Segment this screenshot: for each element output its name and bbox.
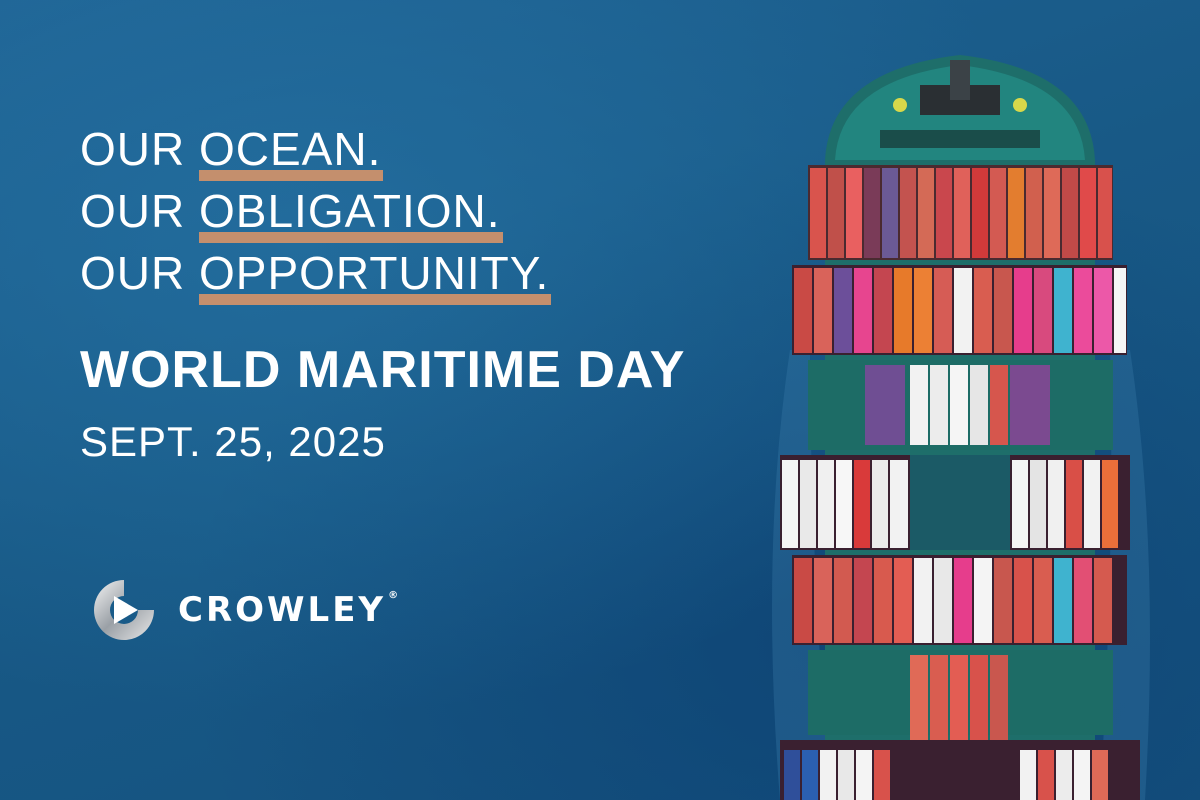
container-ship-icon: [772, 55, 1150, 800]
crowley-wordmark: CROWLEY ®: [178, 590, 401, 630]
crowley-logo: CROWLEY ®: [92, 578, 401, 642]
headline-prefix: OUR: [80, 247, 199, 299]
headline-line-opportunity: OUR OPPORTUNITY.: [80, 242, 552, 305]
headline-highlight-obligation: OBLIGATION.: [199, 185, 503, 243]
headline-line-ocean: OUR OCEAN.: [80, 118, 551, 181]
registered-mark: ®: [388, 590, 402, 601]
crowley-logo-mark-icon: [94, 580, 154, 640]
headline-prefix: OUR: [80, 185, 199, 237]
headline-prefix: OUR: [80, 123, 199, 175]
headline-line-obligation: OUR OBLIGATION.: [80, 180, 551, 243]
headline: OUR OCEAN. OUR OBLIGATION. OUR OPPORTUNI…: [80, 118, 552, 305]
headline-highlight-opportunity: OPPORTUNITY.: [199, 247, 552, 305]
brand-name: CROWLEY: [178, 590, 387, 630]
headline-highlight-ocean: OCEAN.: [199, 123, 384, 181]
event-date: SEPT. 25, 2025: [80, 418, 386, 465]
event-title: WORLD MARITIME DAY: [80, 341, 686, 399]
